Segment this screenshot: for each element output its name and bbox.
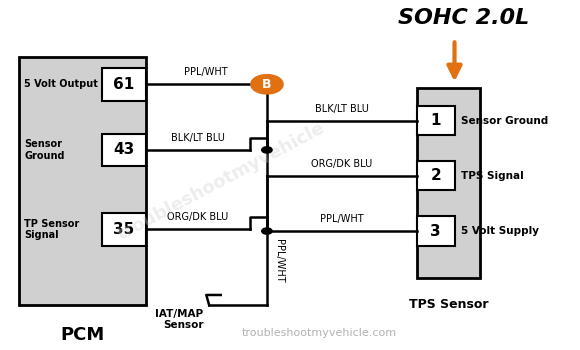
FancyBboxPatch shape bbox=[103, 133, 146, 166]
Text: IAT/MAP
Sensor: IAT/MAP Sensor bbox=[155, 309, 204, 330]
Text: troubleshootmyvehicle: troubleshootmyvehicle bbox=[114, 118, 328, 244]
Text: BLK/LT BLU: BLK/LT BLU bbox=[171, 133, 224, 143]
FancyBboxPatch shape bbox=[19, 57, 146, 305]
Text: 3: 3 bbox=[430, 224, 441, 239]
Circle shape bbox=[262, 228, 272, 234]
Text: PPL/WHT: PPL/WHT bbox=[320, 214, 364, 224]
Text: 43: 43 bbox=[114, 142, 135, 158]
Text: ORG/DK BLU: ORG/DK BLU bbox=[167, 212, 229, 223]
FancyBboxPatch shape bbox=[417, 216, 455, 246]
Text: 5 Volt Supply: 5 Volt Supply bbox=[462, 226, 539, 236]
Circle shape bbox=[262, 147, 272, 153]
Text: Sensor
Ground: Sensor Ground bbox=[24, 139, 65, 161]
Text: TPS Signal: TPS Signal bbox=[462, 171, 524, 181]
Text: SOHC 2.0L: SOHC 2.0L bbox=[397, 8, 529, 28]
Text: 61: 61 bbox=[114, 77, 135, 92]
FancyBboxPatch shape bbox=[417, 88, 480, 278]
Text: PPL/WHT: PPL/WHT bbox=[184, 68, 228, 77]
Text: Sensor Ground: Sensor Ground bbox=[462, 116, 549, 126]
Text: PPL/WHT: PPL/WHT bbox=[274, 239, 284, 283]
FancyBboxPatch shape bbox=[417, 161, 455, 190]
Text: B: B bbox=[262, 78, 271, 91]
Text: BLK/LT BLU: BLK/LT BLU bbox=[315, 104, 369, 114]
FancyBboxPatch shape bbox=[103, 213, 146, 246]
Circle shape bbox=[251, 75, 283, 94]
FancyBboxPatch shape bbox=[417, 106, 455, 135]
Text: TP Sensor
Signal: TP Sensor Signal bbox=[24, 218, 79, 240]
Text: ORG/DK BLU: ORG/DK BLU bbox=[311, 159, 372, 169]
Text: PCM: PCM bbox=[60, 326, 104, 344]
Text: 5 Volt Output: 5 Volt Output bbox=[24, 79, 99, 89]
Text: troubleshootmyvehicle.com: troubleshootmyvehicle.com bbox=[241, 328, 396, 338]
Text: 2: 2 bbox=[430, 168, 441, 183]
Text: 1: 1 bbox=[430, 113, 441, 128]
Text: TPS Sensor: TPS Sensor bbox=[409, 299, 488, 312]
Text: 35: 35 bbox=[114, 222, 135, 237]
FancyBboxPatch shape bbox=[103, 68, 146, 101]
